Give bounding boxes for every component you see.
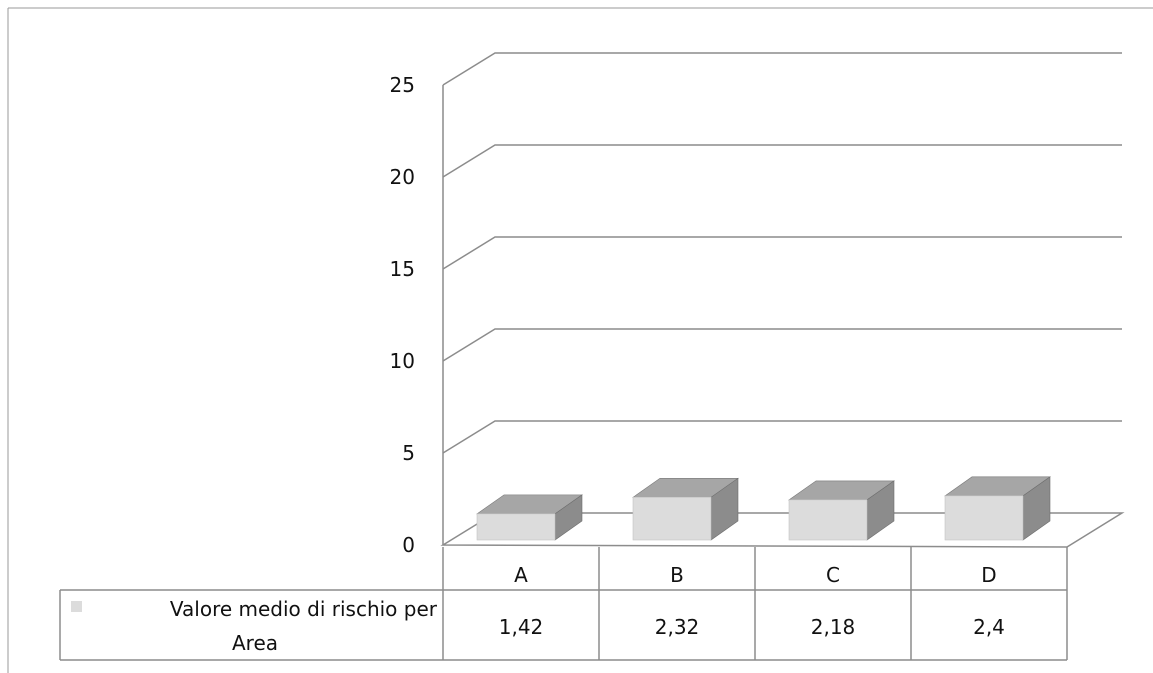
data-label: 1,42: [499, 615, 544, 639]
bar: [632, 497, 712, 541]
gridline: [442, 328, 1122, 362]
legend-key: [71, 601, 82, 612]
category-label: B: [670, 563, 684, 587]
data-label: 2,32: [655, 615, 700, 639]
gridline: [442, 144, 1122, 178]
y-tick-label: 25: [390, 73, 415, 97]
y-tick-label: 20: [390, 165, 415, 189]
series-label-line: Area: [232, 631, 278, 655]
series-label-line: Valore medio di rischio per: [170, 597, 438, 621]
y-tick-label: 5: [402, 441, 415, 465]
gridline: [442, 420, 1122, 454]
y-tick-label: 15: [390, 257, 415, 281]
bar: [944, 495, 1024, 541]
bar: [788, 499, 868, 541]
gridline: [442, 52, 1122, 86]
data-label: 2,18: [811, 615, 856, 639]
gridline: [442, 236, 1122, 270]
bar: [476, 513, 556, 541]
data-label: 2,4: [973, 615, 1005, 639]
y-tick-label: 10: [390, 349, 415, 373]
category-label: D: [981, 563, 996, 587]
category-label: A: [514, 563, 528, 587]
category-label: C: [826, 563, 840, 587]
y-tick-label: 0: [402, 533, 415, 557]
